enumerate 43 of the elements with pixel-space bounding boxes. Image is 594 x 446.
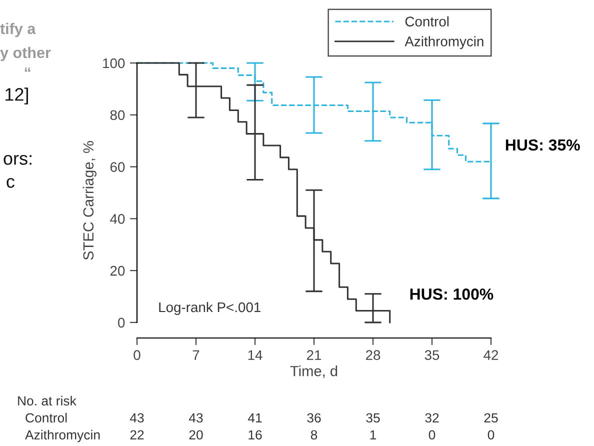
text: 20	[189, 430, 203, 440]
text: 22	[130, 430, 144, 440]
text: 36	[307, 413, 321, 423]
text: 12]	[6, 88, 28, 104]
x-tick-label: 0	[134, 350, 140, 360]
text: 43	[188, 413, 203, 423]
text: 41	[248, 413, 262, 422]
x-tick-label: 35	[424, 350, 440, 360]
text: ors:	[4, 154, 32, 165]
text: Control	[26, 412, 67, 423]
text: 8	[310, 430, 318, 440]
y-tick-label: 0	[118, 318, 125, 328]
x-tick-label: 14	[248, 350, 262, 360]
legend-label: Control	[405, 16, 449, 26]
y-tick-label: 40	[110, 214, 125, 224]
text: tify a	[0, 22, 36, 38]
text: 0	[488, 430, 494, 440]
x-axis-title: Time, d	[290, 366, 338, 378]
text: 1	[370, 430, 376, 440]
annotation: HUS: 100%	[410, 288, 494, 300]
x-tick-label: 42	[484, 350, 498, 360]
text: 0	[428, 430, 436, 440]
y-tick-label: 80	[110, 110, 125, 120]
x-tick-label: 28	[366, 350, 380, 360]
text: 35	[366, 413, 380, 423]
text: c	[6, 178, 14, 188]
text: 25	[484, 413, 498, 423]
text: Azithromycin	[25, 430, 100, 442]
text: 43	[130, 413, 144, 423]
y-tick-label: 60	[110, 162, 125, 172]
y-tick-label: 100	[103, 58, 125, 68]
annotation: HUS: 35%	[506, 139, 580, 151]
x-tick-label: 21	[306, 350, 322, 360]
y-axis-title: STEC Carriage, %	[82, 141, 96, 260]
y-tick-label: 20	[110, 266, 125, 276]
annotation: Log-rank P<.001	[159, 302, 260, 315]
x-tick-label: 7	[192, 350, 200, 360]
legend-label: Azithromycin	[404, 36, 484, 50]
text: 32	[425, 413, 439, 423]
text: “	[24, 67, 30, 72]
text: 16	[248, 430, 262, 440]
text: y other	[0, 46, 51, 62]
text: No. at risk	[18, 396, 76, 406]
